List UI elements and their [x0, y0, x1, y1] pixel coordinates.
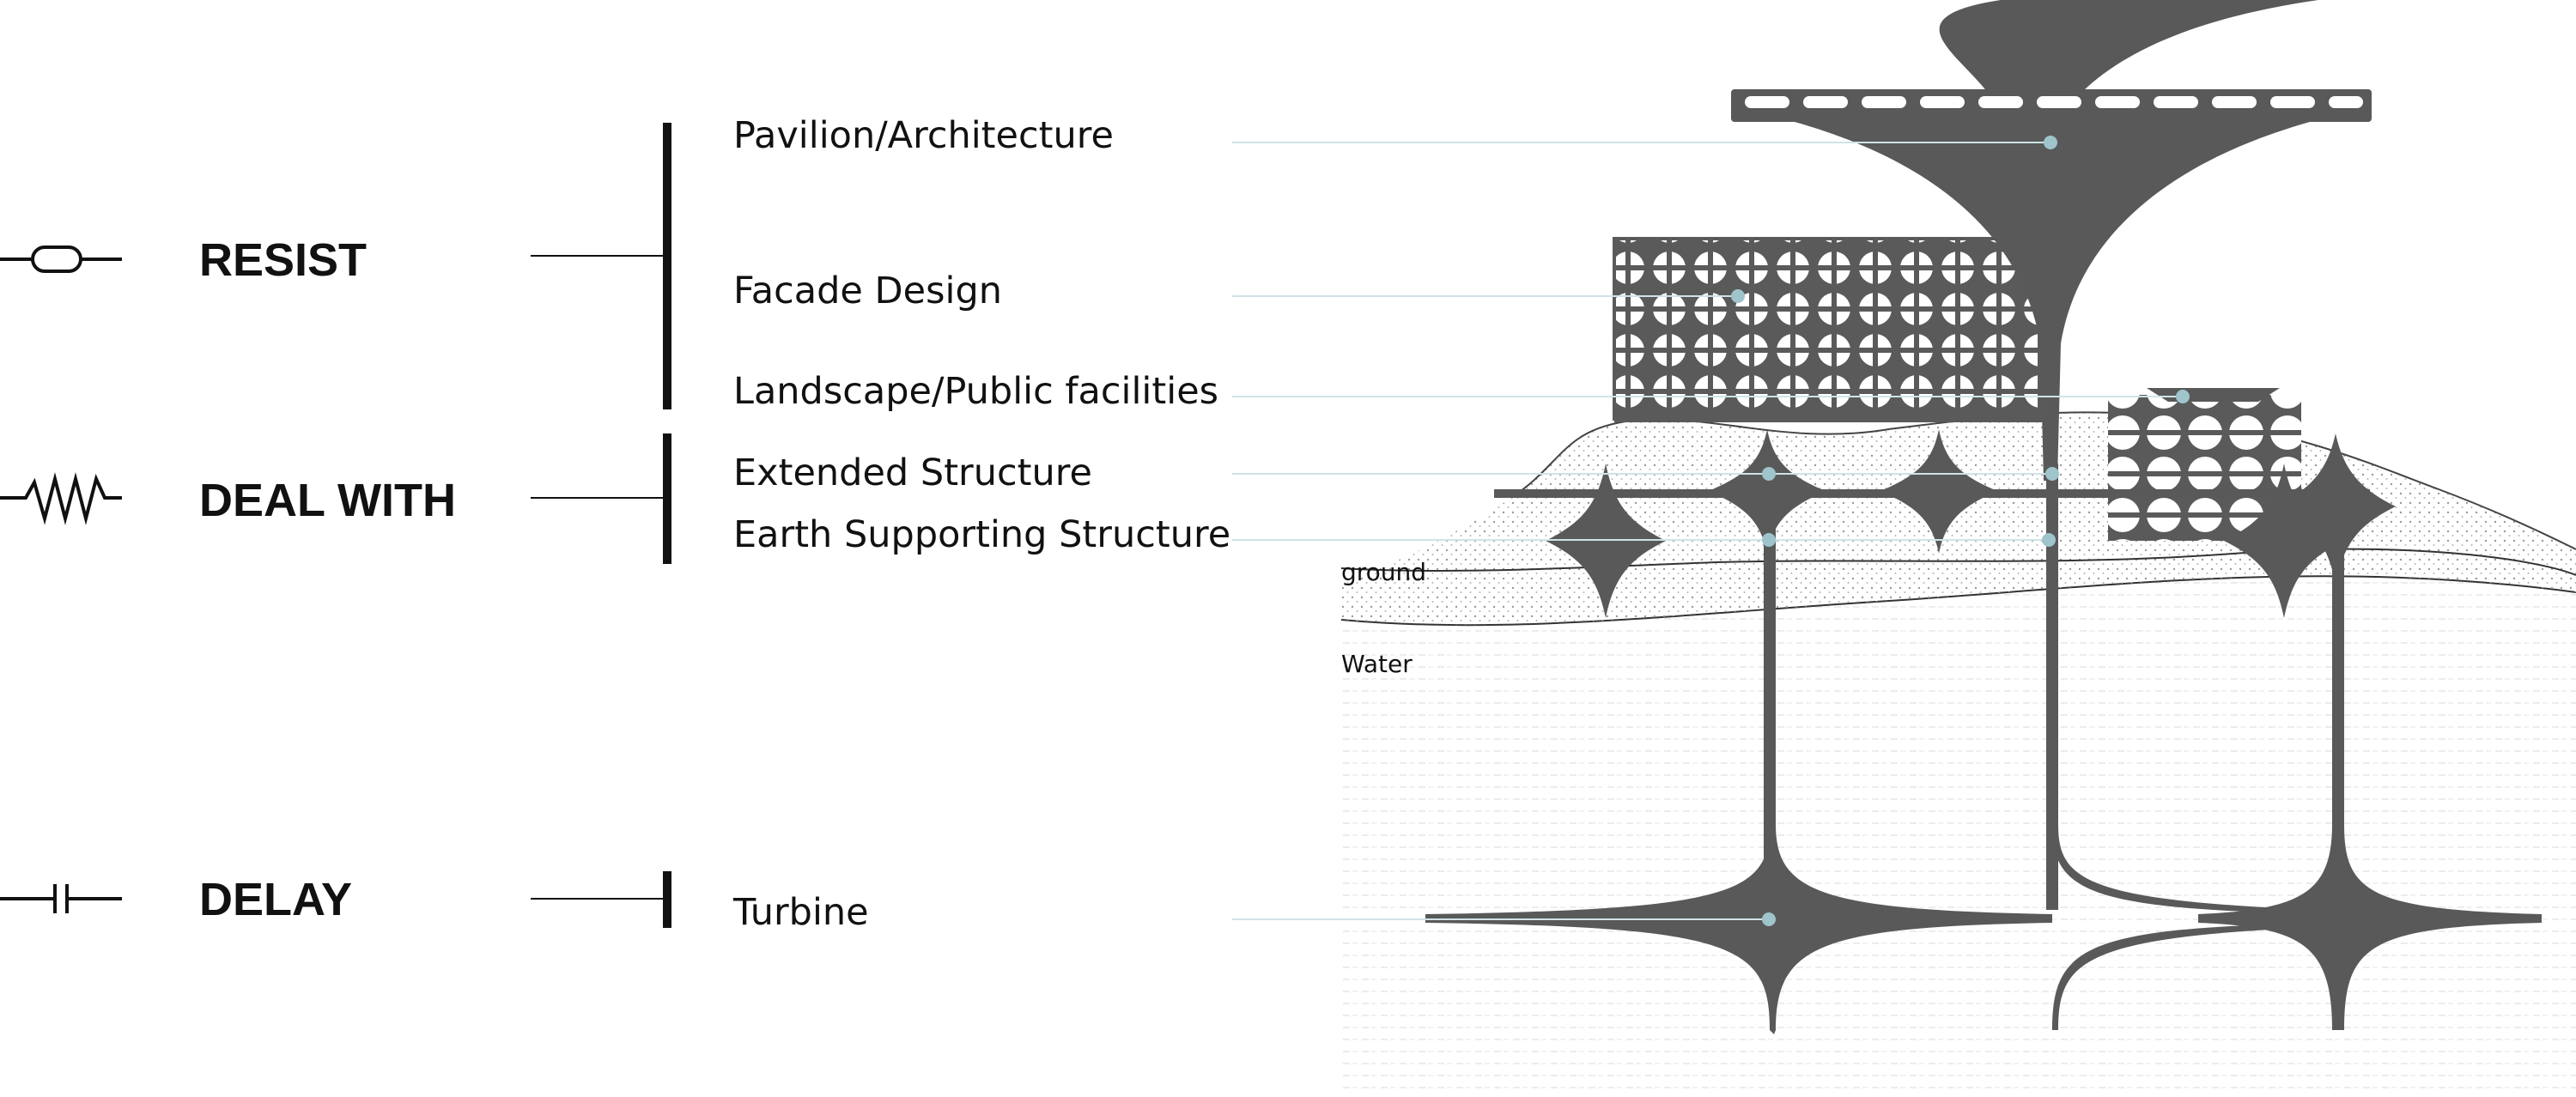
- pavilion-structure: [1731, 0, 2372, 481]
- bracket-bar-deal-with: [663, 433, 671, 564]
- layer-label-ground: ground: [1341, 558, 1426, 586]
- category-label-delay: DELAY: [199, 874, 352, 925]
- leader-lines: [1232, 142, 2183, 920]
- item-label-turbine: Turbine: [732, 891, 869, 934]
- leader-markers: [1731, 136, 2190, 926]
- marker-facade: [1731, 289, 1745, 303]
- item-label-extended-structure: Extended Structure: [733, 452, 1092, 494]
- bracket-bar-delay: [663, 871, 671, 928]
- earth-supporting-structure: [1425, 429, 2542, 1034]
- water-layer: [1340, 575, 2576, 1093]
- legend-deal-with: DEAL WITH: [0, 433, 671, 564]
- item-label-earth-supporting: Earth Supporting Structure: [733, 513, 1230, 556]
- legend-resist: RESIST: [0, 123, 671, 409]
- category-label-deal-with: DEAL WITH: [199, 475, 456, 526]
- marker-pavilion: [2044, 136, 2057, 149]
- capacitor-icon: [0, 884, 122, 913]
- category-label-resist: RESIST: [199, 234, 367, 286]
- marker-extended-2: [2045, 467, 2059, 481]
- bracket-bar-resist: [663, 123, 671, 409]
- legend-delay: DELAY: [0, 871, 671, 928]
- item-label-landscape: Landscape/Public facilities: [733, 370, 1218, 413]
- marker-landscape: [2176, 390, 2190, 403]
- marker-turbine: [1762, 912, 1776, 926]
- layer-label-water: Water: [1341, 650, 1413, 678]
- marker-extended-1: [1762, 467, 1776, 481]
- marker-earth-2: [2042, 533, 2056, 547]
- marker-earth-1: [1762, 533, 1776, 547]
- item-label-facade: Facade Design: [733, 270, 1002, 312]
- item-label-pavilion: Pavilion/Architecture: [733, 114, 1114, 157]
- resistor-rounded-icon: [0, 245, 122, 273]
- zigzag-resistor-icon: [0, 472, 122, 525]
- facade-lattice: [1613, 237, 2045, 422]
